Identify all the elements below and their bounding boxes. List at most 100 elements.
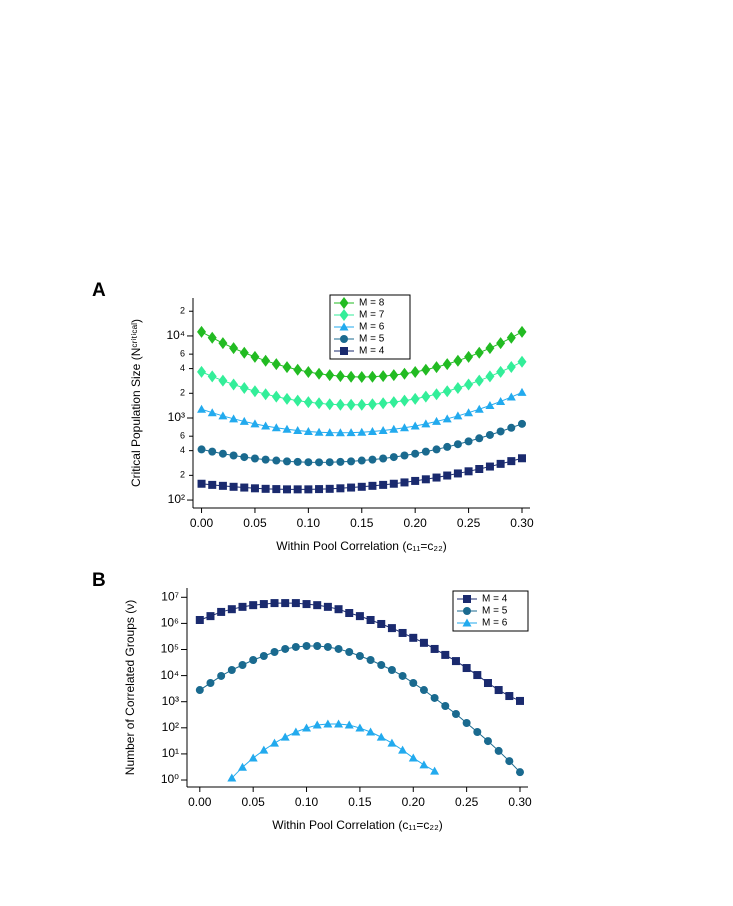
marker [249, 656, 258, 665]
marker [261, 388, 271, 401]
marker [464, 437, 473, 446]
marker [304, 485, 313, 494]
marker [421, 419, 431, 428]
y-tick-label: 10⁷ [161, 589, 179, 603]
x-tick-label: 0.10 [297, 516, 321, 530]
y-tick-label: 10³ [168, 410, 185, 424]
y-tick-label: 10² [168, 492, 185, 506]
marker [334, 644, 343, 653]
marker [218, 411, 228, 420]
marker [357, 427, 367, 436]
marker [197, 325, 207, 338]
marker [432, 473, 441, 482]
marker [229, 482, 238, 491]
marker [368, 455, 377, 464]
marker [315, 458, 324, 467]
marker [270, 648, 279, 657]
marker [474, 404, 484, 413]
marker [506, 361, 516, 374]
y-tick-label: 6 [180, 431, 185, 441]
marker [483, 737, 492, 746]
marker [485, 400, 495, 409]
marker [206, 679, 215, 688]
y-tick-label: 10¹ [162, 746, 179, 760]
marker [227, 605, 236, 614]
marker [261, 484, 270, 493]
marker [238, 660, 247, 669]
legend-marker [463, 595, 471, 603]
marker [517, 419, 526, 428]
marker [410, 392, 420, 405]
marker [335, 370, 345, 383]
marker [355, 723, 365, 732]
y-tick-label: 6 [180, 349, 185, 359]
x-tick-label: 0.30 [508, 795, 532, 809]
marker [239, 416, 249, 425]
marker [421, 475, 430, 484]
x-axis-title: Within Pool Correlation (c₁₁=c₂₂) [276, 539, 446, 553]
marker [227, 773, 237, 782]
marker [366, 656, 375, 665]
marker [398, 671, 407, 680]
marker [206, 612, 215, 621]
marker [325, 428, 335, 437]
marker [355, 612, 364, 621]
marker [505, 692, 514, 701]
marker [291, 642, 300, 651]
marker [399, 394, 409, 407]
marker [366, 615, 375, 624]
panel-label: A [92, 280, 106, 301]
marker [347, 457, 356, 466]
marker [515, 696, 524, 705]
marker [378, 370, 388, 383]
marker [344, 720, 354, 729]
x-tick-label: 0.15 [350, 516, 374, 530]
legend-label: M = 4 [482, 594, 508, 605]
marker [485, 370, 495, 383]
marker [293, 485, 302, 494]
marker [250, 385, 260, 398]
marker [261, 455, 270, 464]
marker [378, 426, 388, 435]
marker [282, 457, 291, 466]
marker [259, 651, 268, 660]
x-tick-label: 0.05 [241, 795, 265, 809]
marker [325, 369, 335, 382]
marker [387, 738, 397, 747]
marker [334, 605, 343, 614]
marker [291, 727, 301, 736]
y-tick-label: 10⁵ [161, 642, 179, 656]
marker [346, 428, 356, 437]
marker [464, 467, 473, 476]
marker [302, 600, 311, 609]
marker [367, 427, 377, 436]
marker [282, 485, 291, 494]
marker [313, 642, 322, 651]
marker [291, 599, 300, 608]
marker [462, 718, 471, 727]
marker [410, 421, 420, 430]
marker [302, 723, 312, 732]
marker [239, 346, 249, 359]
marker [237, 762, 247, 771]
marker [399, 423, 409, 432]
marker [441, 702, 450, 711]
marker [377, 660, 386, 669]
marker [377, 619, 386, 628]
marker [345, 609, 354, 618]
marker [345, 648, 354, 657]
marker [464, 378, 474, 391]
marker [366, 727, 376, 736]
x-axis-title: Within Pool Correlation (c₁₁=c₂₂) [272, 818, 442, 832]
marker [473, 728, 482, 737]
marker [453, 382, 463, 395]
marker [270, 738, 280, 747]
marker [464, 350, 474, 363]
legend-label: M = 6 [359, 322, 385, 333]
marker [398, 745, 408, 754]
marker [368, 481, 377, 490]
marker [496, 396, 506, 405]
panel-label: B [92, 570, 106, 591]
marker [217, 607, 226, 616]
legend-marker [340, 347, 348, 355]
